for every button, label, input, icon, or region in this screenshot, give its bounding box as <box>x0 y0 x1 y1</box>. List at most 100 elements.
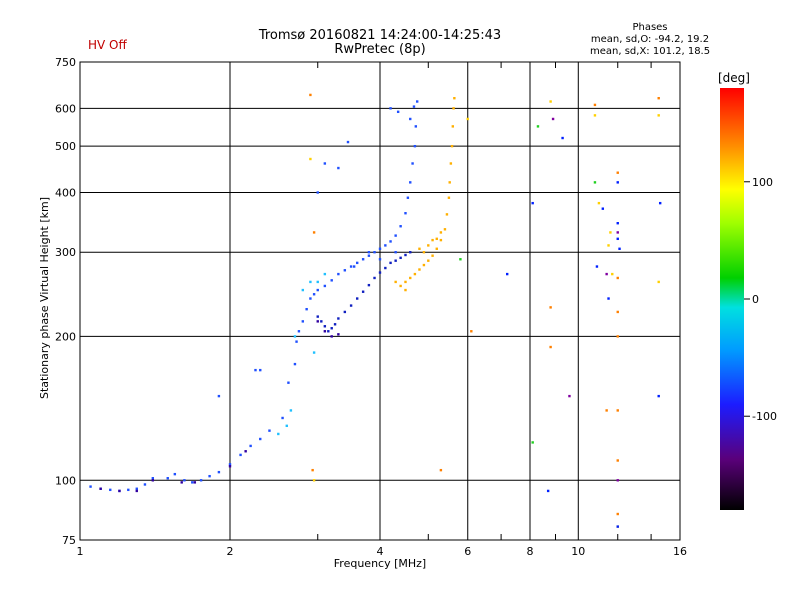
data-point <box>549 345 552 349</box>
data-point <box>355 297 359 300</box>
data-point <box>549 100 552 103</box>
data-point <box>287 381 290 384</box>
data-point <box>431 238 434 242</box>
x-tick-label: 8 <box>527 545 534 558</box>
data-point <box>616 409 619 412</box>
data-point <box>312 351 316 354</box>
plot-frame <box>79 61 681 541</box>
data-point <box>217 394 221 398</box>
data-point <box>109 488 112 492</box>
data-point <box>595 265 599 268</box>
data-point <box>337 272 340 276</box>
data-point <box>593 114 597 117</box>
data-point <box>568 394 571 398</box>
phases-heading: Phases <box>632 22 668 33</box>
data-point <box>422 263 426 267</box>
data-point <box>323 330 327 333</box>
data-point <box>316 315 319 318</box>
data-point <box>297 330 301 333</box>
data-point <box>316 288 319 292</box>
data-point <box>399 256 402 260</box>
data-point <box>173 472 177 476</box>
y-tick-label: 75 <box>62 534 76 547</box>
data-point <box>337 166 340 170</box>
data-point <box>199 479 203 482</box>
data-point <box>435 237 438 241</box>
data-point <box>346 140 350 144</box>
colorbar-ticks: 100 0 -100 <box>744 176 777 423</box>
data-point <box>268 429 271 432</box>
colorbar-tick-label: 0 <box>752 293 759 306</box>
data-point <box>384 244 387 247</box>
y-tick-label: 200 <box>55 330 76 343</box>
data-point <box>427 244 430 247</box>
data-point <box>616 459 619 462</box>
data-point <box>415 100 419 103</box>
data-point <box>330 335 333 338</box>
data-point <box>316 320 319 323</box>
data-point <box>166 477 169 480</box>
data-point <box>409 276 412 280</box>
data-point <box>183 479 186 482</box>
data-point <box>443 228 447 231</box>
y-tick-label: 600 <box>55 102 76 115</box>
data-point <box>118 489 121 493</box>
data-point <box>616 525 619 528</box>
data-point <box>151 477 155 480</box>
data-point <box>399 225 402 228</box>
data-point <box>439 231 443 234</box>
data-point <box>597 201 601 205</box>
data-point <box>657 114 660 117</box>
data-point <box>367 251 371 254</box>
data-point <box>191 481 194 484</box>
data-point <box>394 251 397 254</box>
data-point <box>605 409 608 412</box>
x-tick-label: 2 <box>227 545 234 558</box>
x-tick-label: 6 <box>464 545 471 558</box>
data-point <box>409 251 412 254</box>
data-point <box>285 424 288 428</box>
y-tick-label: 750 <box>55 56 76 69</box>
data-point <box>281 416 284 420</box>
data-point <box>333 323 337 326</box>
data-point <box>343 310 347 314</box>
data-point <box>616 181 619 184</box>
data-point <box>616 276 619 280</box>
data-point <box>330 279 333 282</box>
data-point <box>389 107 392 110</box>
data-point <box>373 251 376 254</box>
data-point <box>657 394 660 398</box>
data-point <box>337 333 340 336</box>
data-point <box>295 340 298 343</box>
data-point <box>323 325 327 328</box>
data-point <box>193 481 197 484</box>
data-point <box>447 196 451 199</box>
x-tick-label: 10 <box>571 545 585 558</box>
data-point <box>135 487 138 490</box>
data-point <box>536 125 540 128</box>
data-point <box>99 487 102 490</box>
data-point <box>394 234 397 237</box>
data-point <box>616 512 619 516</box>
data-point <box>378 271 382 274</box>
data-point <box>323 284 327 288</box>
data-point <box>244 450 247 453</box>
data-point <box>228 463 232 466</box>
data-point <box>404 280 407 284</box>
data-point <box>414 125 418 128</box>
data-point <box>611 272 614 276</box>
data-point <box>459 258 462 261</box>
data-point <box>593 103 597 107</box>
data-point <box>601 207 605 210</box>
data-point <box>431 254 434 257</box>
data-point <box>361 258 365 261</box>
phases-x-line: mean, sd,X: 101.2, 18.5 <box>590 46 711 57</box>
x-tick-labels: 1 2 4 6 8 10 16 <box>77 545 688 558</box>
data-point <box>448 181 451 184</box>
data-point <box>451 125 455 128</box>
data-point <box>352 265 356 268</box>
data-point <box>422 251 426 254</box>
data-point <box>289 409 293 412</box>
data-point <box>349 304 353 307</box>
data-point <box>427 259 430 262</box>
